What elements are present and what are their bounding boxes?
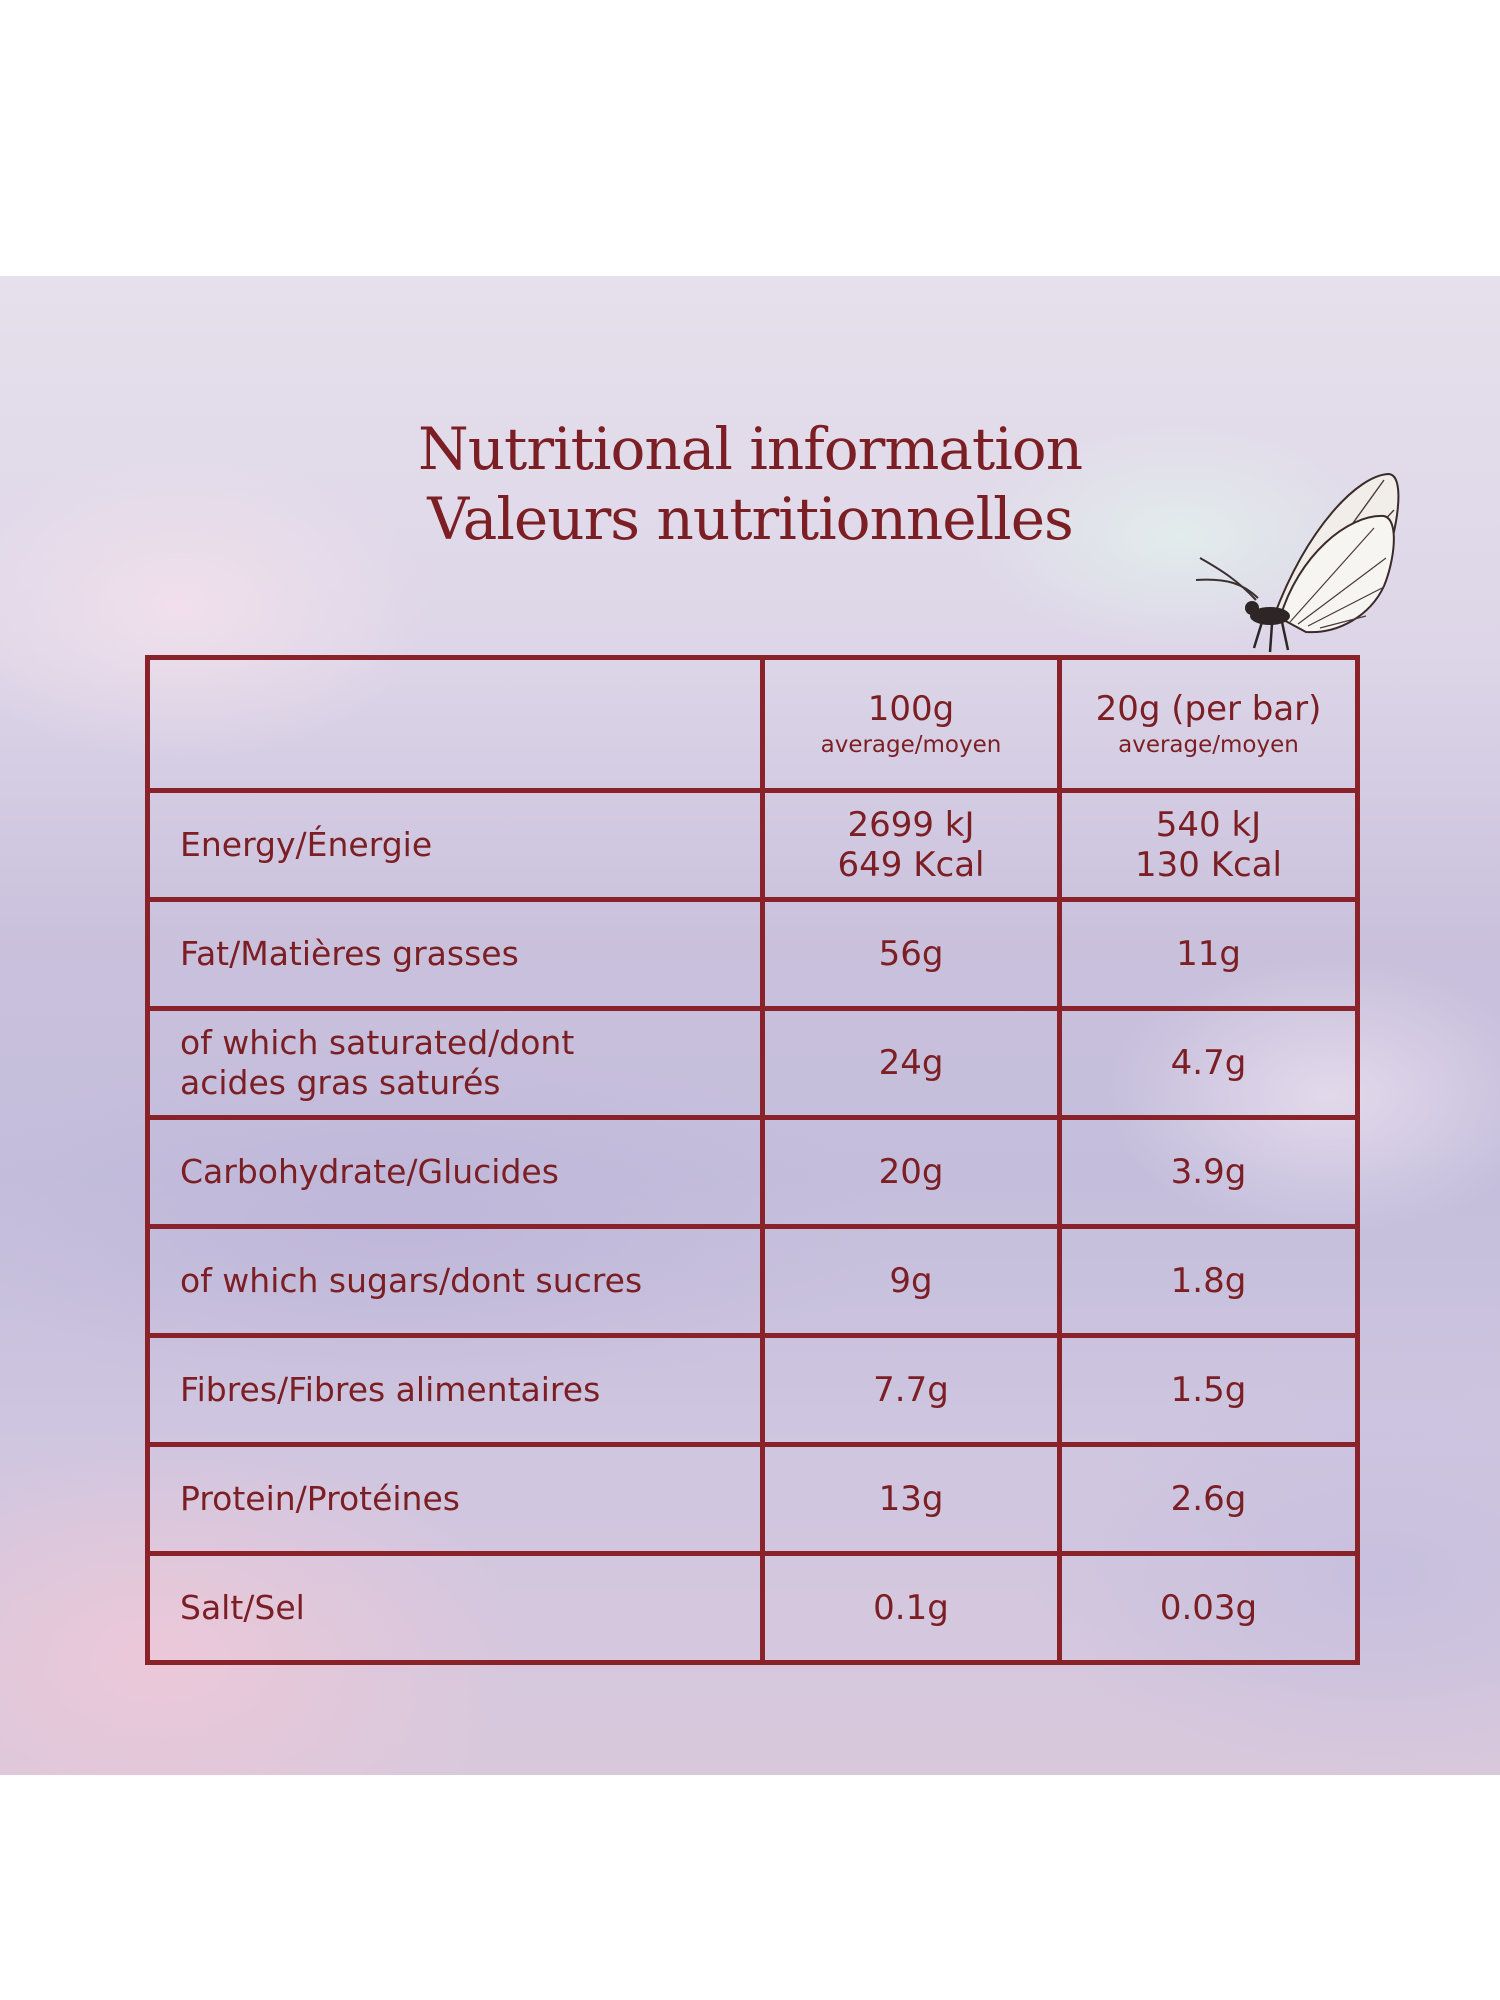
value-per-bar-line: 540 kJ — [1155, 805, 1262, 845]
nutrient-label-line: Fat/Matières grasses — [180, 934, 519, 973]
nutrient-label-line: Carbohydrate/Glucides — [180, 1152, 559, 1191]
value-per-100g-line: 0.1g — [873, 1588, 949, 1628]
nutrient-label-line: of which saturated/dont — [180, 1023, 575, 1062]
value-per-100g: 20g — [760, 1115, 1062, 1229]
value-per-100g-line: 2699 kJ — [847, 805, 975, 845]
table-row: Carbohydrate/Glucides 20g 3.9g — [145, 1115, 1360, 1229]
table-row: Fibres/Fibres alimentaires 7.7g 1.5g — [145, 1333, 1360, 1447]
table-row: of which saturated/dont acides gras satur… — [145, 1006, 1360, 1120]
value-per-100g: 7.7g — [760, 1333, 1062, 1447]
table-row: Salt/Sel 0.1g 0.03g — [145, 1551, 1360, 1665]
value-per-bar: 0.03g — [1057, 1551, 1360, 1665]
nutrient-label: of which sugars/dont sucres — [145, 1224, 765, 1338]
value-per-bar: 1.5g — [1057, 1333, 1360, 1447]
header-per-bar-sub: average/moyen — [1118, 732, 1299, 758]
table-row: Fat/Matières grasses 56g 11g — [145, 897, 1360, 1011]
value-per-100g-line: 7.7g — [873, 1370, 949, 1410]
nutrient-label: of which saturated/dont acides gras satur… — [145, 1006, 765, 1120]
value-per-100g: 24g — [760, 1006, 1062, 1120]
nutrient-label: Salt/Sel — [145, 1551, 765, 1665]
header-per-100g-sub: average/moyen — [820, 732, 1002, 758]
value-per-100g-line: 20g — [878, 1152, 944, 1192]
table-row: Protein/Protéines 13g 2.6g — [145, 1442, 1360, 1556]
value-per-bar-line: 1.8g — [1170, 1261, 1247, 1301]
header-per-bar-label: 20g (per bar) — [1095, 689, 1322, 729]
nutrient-label: Energy/Énergie — [145, 788, 765, 902]
value-per-100g-line: 9g — [889, 1261, 933, 1301]
nutrition-panel: Nutritional information Valeurs nutritio… — [0, 276, 1500, 1775]
value-per-100g: 0.1g — [760, 1551, 1062, 1665]
table-row: of which sugars/dont sucres 9g 1.8g — [145, 1224, 1360, 1338]
value-per-bar: 4.7g — [1057, 1006, 1360, 1120]
table-header-row: 100g average/moyen 20g (per bar) average… — [145, 655, 1360, 793]
value-per-100g-line: 13g — [878, 1479, 944, 1519]
nutrition-table: 100g average/moyen 20g (per bar) average… — [145, 655, 1360, 1665]
value-per-bar: 3.9g — [1057, 1115, 1360, 1229]
nutrient-label-line: Energy/Énergie — [180, 825, 433, 864]
value-per-bar: 540 kJ 130 Kcal — [1057, 788, 1360, 902]
value-per-100g: 2699 kJ 649 Kcal — [760, 788, 1062, 902]
value-per-100g-line: 24g — [878, 1043, 944, 1083]
value-per-bar-line: 1.5g — [1170, 1370, 1247, 1410]
header-per-100g: 100g average/moyen — [760, 655, 1062, 793]
value-per-100g-line: 56g — [878, 934, 944, 974]
nutrient-label-line: acides gras saturés — [180, 1063, 501, 1102]
nutrient-label: Fibres/Fibres alimentaires — [145, 1333, 765, 1447]
value-per-bar-line: 130 Kcal — [1135, 845, 1282, 885]
nutrient-label-line: Salt/Sel — [180, 1588, 305, 1627]
table-row: Energy/Énergie 2699 kJ 649 Kcal 540 kJ 130 K… — [145, 788, 1360, 902]
title-english: Nutritional information — [417, 415, 1083, 483]
value-per-bar-line: 0.03g — [1159, 1588, 1258, 1628]
header-empty-cell — [145, 655, 765, 793]
nutrient-label-line: Protein/Protéines — [180, 1479, 460, 1518]
value-per-bar-line: 3.9g — [1170, 1152, 1247, 1192]
value-per-bar: 1.8g — [1057, 1224, 1360, 1338]
value-per-100g: 9g — [760, 1224, 1062, 1338]
nutrient-label-line: Fibres/Fibres alimentaires — [180, 1370, 601, 1409]
value-per-100g: 13g — [760, 1442, 1062, 1556]
nutrient-label: Protein/Protéines — [145, 1442, 765, 1556]
value-per-bar: 2.6g — [1057, 1442, 1360, 1556]
butterfly-icon — [1195, 472, 1400, 653]
nutrient-label-line: of which sugars/dont sucres — [180, 1261, 643, 1300]
value-per-bar-line: 4.7g — [1170, 1043, 1247, 1083]
value-per-bar-line: 2.6g — [1170, 1479, 1247, 1519]
value-per-bar-line: 11g — [1176, 934, 1241, 974]
value-per-100g-line: 649 Kcal — [837, 845, 985, 885]
header-per-bar: 20g (per bar) average/moyen — [1057, 655, 1360, 793]
title-french: Valeurs nutritionnelles — [427, 485, 1074, 553]
value-per-bar: 11g — [1057, 897, 1360, 1011]
nutrient-label: Fat/Matières grasses — [145, 897, 765, 1011]
header-per-100g-label: 100g — [867, 689, 955, 729]
nutrient-label: Carbohydrate/Glucides — [145, 1115, 765, 1229]
value-per-100g: 56g — [760, 897, 1062, 1011]
